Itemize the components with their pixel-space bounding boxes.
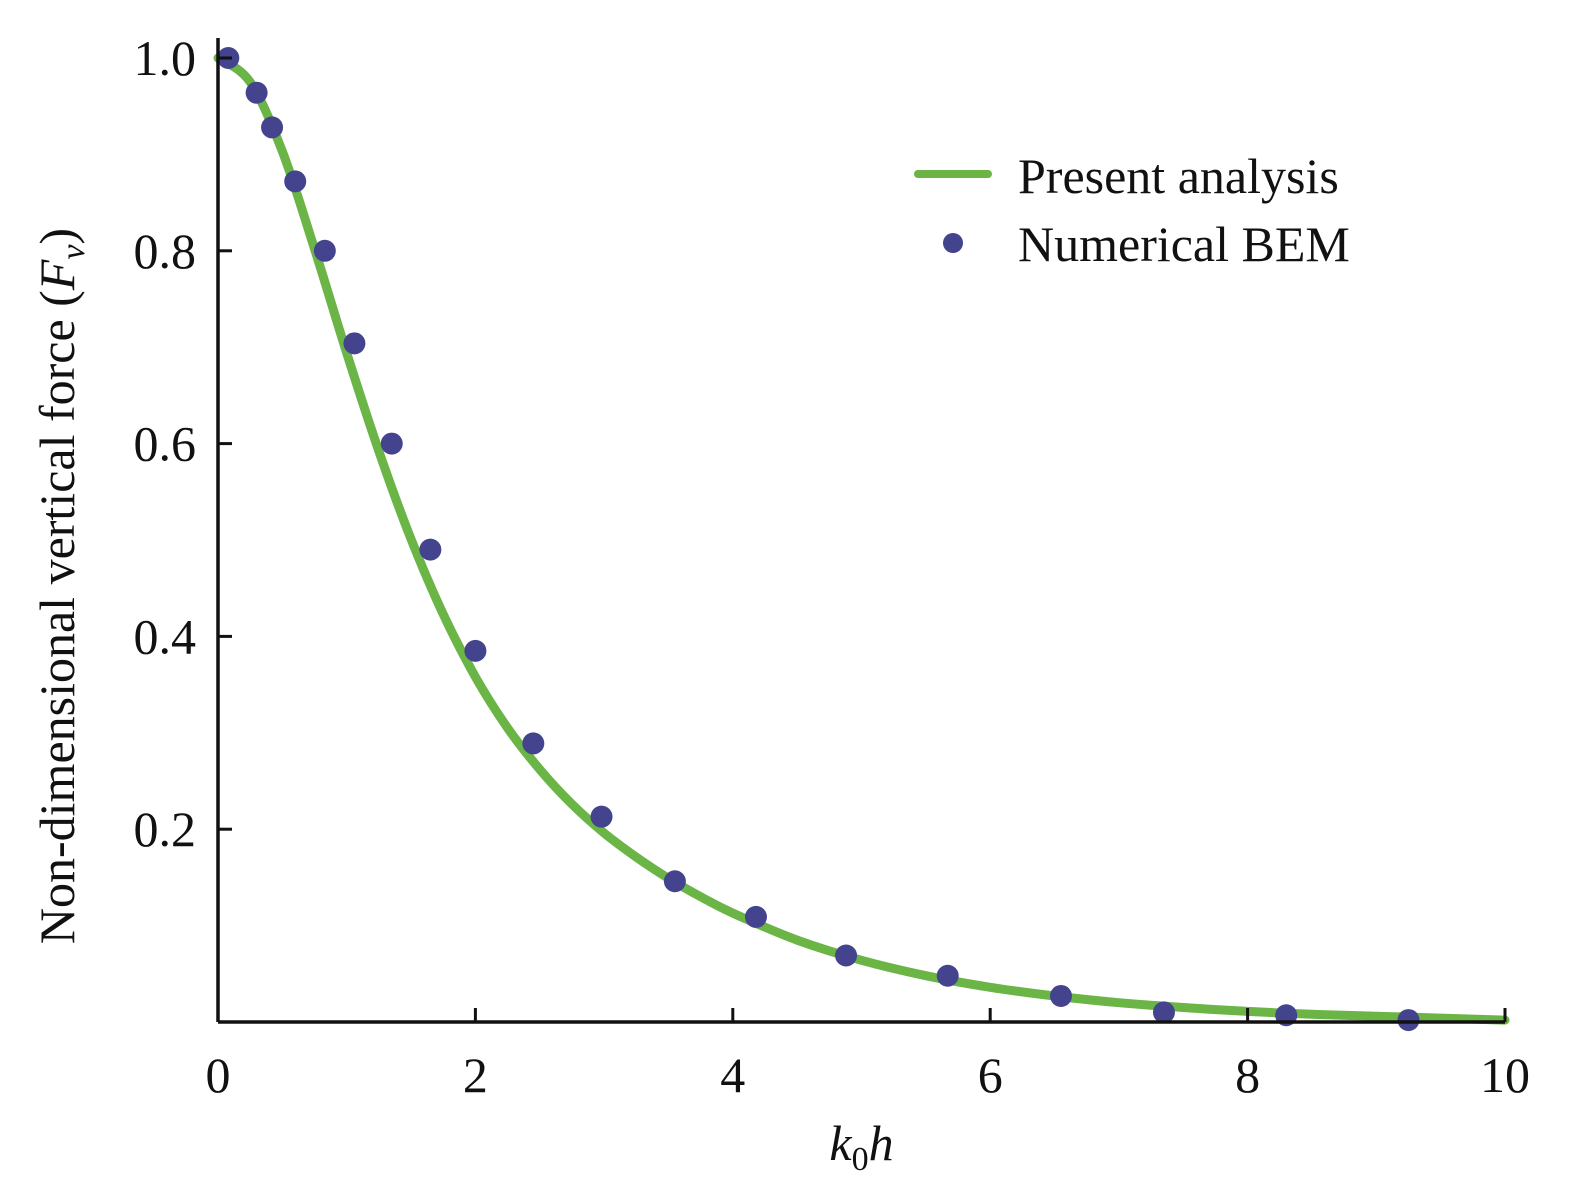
y-tick-label: 0.8	[134, 223, 197, 279]
data-point	[936, 964, 959, 987]
y-tick-label: 0.4	[134, 608, 197, 664]
data-point	[343, 332, 366, 355]
legend: Present analysis Numerical BEM	[914, 148, 1350, 272]
data-point	[261, 116, 284, 139]
data-point	[744, 905, 767, 928]
data-point	[590, 805, 613, 828]
data-point	[1397, 1009, 1420, 1032]
y-tick-label: 0.2	[134, 801, 197, 857]
x-tick-label: 4	[720, 1047, 745, 1103]
x-tick-label: 2	[463, 1047, 488, 1103]
legend-label-numerical-bem: Numerical BEM	[1018, 216, 1350, 272]
y-axis-label: Non-dimensional vertical force (Fv)	[29, 228, 92, 944]
x-axis-label: k0h	[829, 1115, 893, 1178]
series-points-numerical-bem	[217, 47, 1420, 1032]
x-tick-label: 8	[1235, 1047, 1260, 1103]
data-point	[522, 732, 545, 755]
data-point	[464, 639, 487, 662]
data-point	[313, 239, 336, 262]
data-point	[419, 538, 442, 561]
y-tick-label: 1.0	[134, 30, 197, 86]
y-axis-ticks: 0.2 0.4 0.6 0.8 1.0	[134, 30, 232, 857]
data-point	[245, 81, 268, 104]
data-point	[835, 944, 858, 967]
x-tick-label: 10	[1480, 1047, 1530, 1103]
data-point	[380, 432, 403, 455]
data-point	[1049, 984, 1072, 1007]
data-point	[663, 870, 686, 893]
data-point	[1152, 1001, 1175, 1024]
data-point	[284, 170, 307, 193]
legend-swatch-numerical-bem	[943, 233, 963, 253]
x-tick-label: 0	[206, 1047, 231, 1103]
y-tick-label: 0.6	[134, 416, 197, 472]
x-tick-label: 6	[978, 1047, 1003, 1103]
x-axis-ticks: 0 2 4 6 8 10	[206, 1008, 1530, 1103]
legend-label-present-analysis: Present analysis	[1018, 148, 1339, 204]
